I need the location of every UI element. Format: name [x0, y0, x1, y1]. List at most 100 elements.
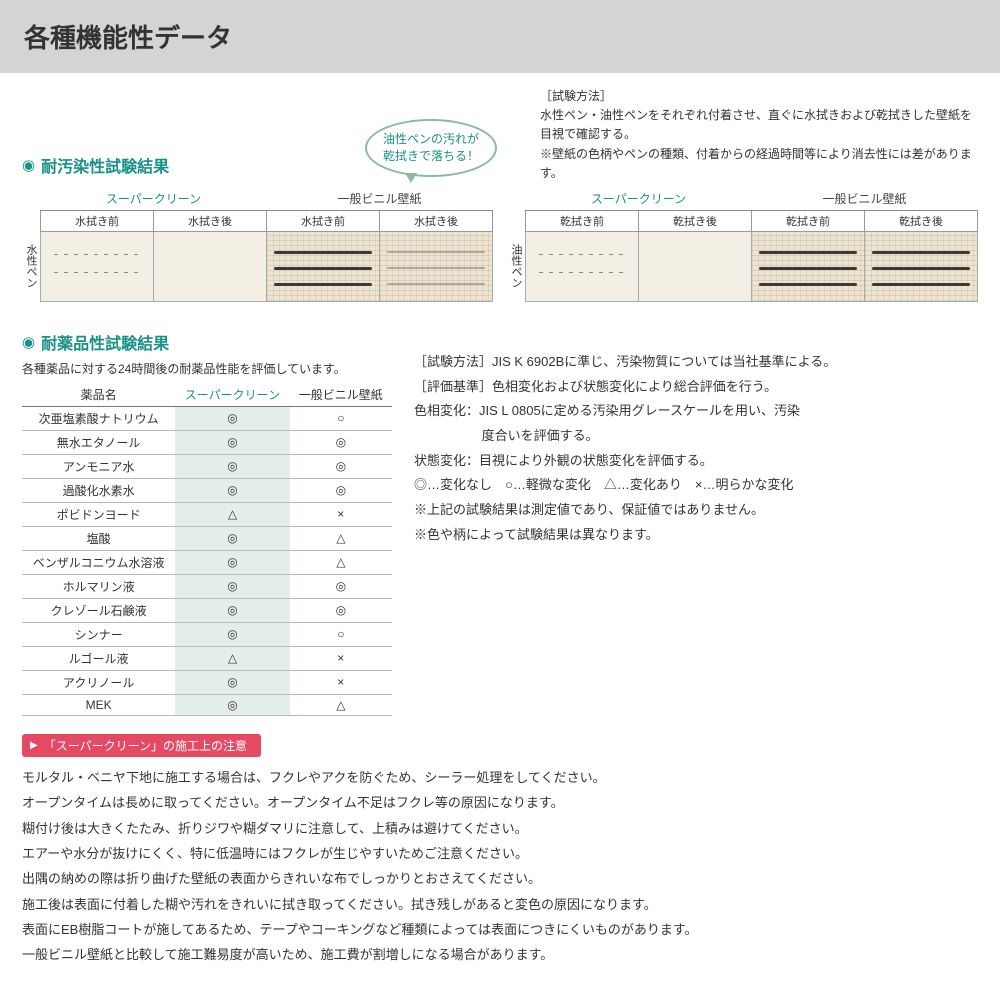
chem-gen: △ — [290, 694, 392, 715]
caution-item: 一般ビニル壁紙と比較して施工難易度が高いため、施工費が割増しになる場合があります… — [22, 942, 978, 967]
chem-name: ポビドンヨード — [22, 502, 175, 526]
chem-sc: ◎ — [175, 670, 289, 694]
chem-gen: ◎ — [290, 430, 392, 454]
chem-name: 無水エタノール — [22, 430, 175, 454]
col-label: 水拭き後 — [380, 210, 493, 231]
chem-name: 次亜塩素酸ナトリウム — [22, 406, 175, 430]
table-row: MEK◎△ — [22, 694, 392, 715]
chem-sc: ◎ — [175, 430, 289, 454]
table-row: 過酸化水素水◎◎ — [22, 478, 392, 502]
chem-sc: ◎ — [175, 622, 289, 646]
table-row: ポビドンヨード△× — [22, 502, 392, 526]
chem-gen: × — [290, 670, 392, 694]
chem-gen: ◎ — [290, 598, 392, 622]
caution-badge-text: 「スーパークリーン」の施工上の注意 — [44, 737, 247, 754]
chem-sc: ◎ — [175, 406, 289, 430]
caution-item: 糊付け後は大きくたたみ、折りジワや糊ダマリに注意して、上積みは避けてください。 — [22, 816, 978, 841]
chem-sc: ◎ — [175, 478, 289, 502]
table-row: アンモニア水◎◎ — [22, 454, 392, 478]
col-label: 水拭き前 — [41, 210, 154, 231]
table-row: シンナー◎○ — [22, 622, 392, 646]
chem-name: ルゴール液 — [22, 646, 175, 670]
chem-name: ホルマリン液 — [22, 574, 175, 598]
chem-th-gen: 一般ビニル壁紙 — [290, 383, 392, 407]
caution-badge: ▶ 「スーパークリーン」の施工上の注意 — [22, 734, 261, 757]
grp-superclean: スーパークリーン — [41, 187, 267, 211]
caution-item: 表面にEB樹脂コートが施してあるため、テープやコーキングなど種類によっては表面に… — [22, 917, 978, 942]
caution-item: 施工後は表面に付着した糊や汚れをきれいに拭き取ってください。拭き残しがあると変色… — [22, 892, 978, 917]
chem-gen: × — [290, 646, 392, 670]
col-label: 水拭き後 — [154, 210, 267, 231]
swatch — [380, 232, 492, 301]
speech-bubble: 油性ペンの汚れが 乾拭きで落ちる！ — [365, 119, 497, 177]
chem-gen: △ — [290, 526, 392, 550]
table-row: 無水エタノール◎◎ — [22, 430, 392, 454]
method-label: ［試験方法］ — [540, 87, 978, 106]
chem-sc: △ — [175, 646, 289, 670]
bullet-icon: ◉ — [22, 333, 35, 351]
method-line2: ※壁紙の色柄やペンの種類、付着からの経過時間等により消去性には差があります。 — [540, 145, 978, 183]
chem-note-line: 状態変化：目視により外観の状態変化を評価する。 — [414, 449, 978, 474]
table-row: アクリノール◎× — [22, 670, 392, 694]
grp-general: 一般ビニル壁紙 — [267, 187, 493, 211]
chem-gen: ○ — [290, 622, 392, 646]
chem-name: クレゾール石鹸液 — [22, 598, 175, 622]
chem-name: シンナー — [22, 622, 175, 646]
chem-note-line: ［評価基準］色相変化および状態変化により総合評価を行う。 — [414, 375, 978, 400]
chem-gen: ◎ — [290, 478, 392, 502]
table-row: ルゴール液△× — [22, 646, 392, 670]
swatch — [752, 232, 864, 301]
stain-tables: スーパークリーン 一般ビニル壁紙 水拭き前 水拭き後 水拭き前 水拭き後 水性ペ… — [22, 187, 978, 302]
col-label: 乾拭き後 — [639, 210, 752, 231]
swatch — [41, 232, 153, 301]
chem-sc: ◎ — [175, 526, 289, 550]
table-row: ホルマリン液◎◎ — [22, 574, 392, 598]
section1-heading: ◉ 耐汚染性試験結果 — [22, 153, 322, 177]
section2-heading: ◉ 耐薬品性試験結果 — [22, 330, 392, 354]
chem-gen: × — [290, 502, 392, 526]
chem-note-line: ※色や柄によって試験結果は異なります。 — [414, 523, 978, 548]
chem-description: 各種薬品に対する24時間後の耐薬品性能を評価しています。 — [22, 360, 392, 377]
chem-note-line: ［試験方法］JIS K 6902Bに準じ、汚染物質については当社基準による。 — [414, 350, 978, 375]
grp-superclean: スーパークリーン — [526, 187, 752, 211]
row-side-label: 水性ペン — [22, 231, 41, 301]
section2-title: 耐薬品性試験結果 — [41, 330, 169, 354]
chemical-notes: ［試験方法］JIS K 6902Bに準じ、汚染物質については当社基準による。 ［… — [414, 320, 978, 548]
content-area: ◉ 耐汚染性試験結果 油性ペンの汚れが 乾拭きで落ちる！ ［試験方法］ 水性ペン… — [0, 73, 1000, 982]
chem-sc: ◎ — [175, 598, 289, 622]
table-row: クレゾール石鹸液◎◎ — [22, 598, 392, 622]
page-title: 各種機能性データ — [24, 18, 976, 55]
chem-sc: △ — [175, 502, 289, 526]
chem-th-name: 薬品名 — [22, 383, 175, 407]
col-label: 乾拭き前 — [526, 210, 639, 231]
swatch — [267, 232, 379, 301]
stain-table-oil: スーパークリーン 一般ビニル壁紙 乾拭き前 乾拭き後 乾拭き前 乾拭き後 油性ペ… — [507, 187, 978, 302]
caution-item: 出隅の納めの際は折り曲げた壁紙の表面からきれいな布でしっかりとおさえてください。 — [22, 866, 978, 891]
triangle-icon: ▶ — [30, 740, 38, 751]
col-label: 乾拭き前 — [752, 210, 865, 231]
swatch — [639, 232, 751, 301]
swatch — [865, 232, 977, 301]
table-row: ベンザルコニウム水溶液◎△ — [22, 550, 392, 574]
chem-th-sc: スーパークリーン — [175, 383, 289, 407]
row-side-label: 油性ペン — [507, 231, 526, 301]
chem-sc: ◎ — [175, 454, 289, 478]
chem-gen: △ — [290, 550, 392, 574]
chem-gen: ◎ — [290, 454, 392, 478]
table-row: 次亜塩素酸ナトリウム◎○ — [22, 406, 392, 430]
chemical-table: 薬品名 スーパークリーン 一般ビニル壁紙 次亜塩素酸ナトリウム◎○無水エタノール… — [22, 383, 392, 716]
chemical-table-block: ◉ 耐薬品性試験結果 各種薬品に対する24時間後の耐薬品性能を評価しています。 … — [22, 320, 392, 716]
chem-gen: ◎ — [290, 574, 392, 598]
chem-name: アンモニア水 — [22, 454, 175, 478]
table-row: 塩酸◎△ — [22, 526, 392, 550]
chem-gen: ○ — [290, 406, 392, 430]
chem-sc: ◎ — [175, 550, 289, 574]
stain-table-water: スーパークリーン 一般ビニル壁紙 水拭き前 水拭き後 水拭き前 水拭き後 水性ペ… — [22, 187, 493, 302]
chem-sc: ◎ — [175, 694, 289, 715]
chem-note-line: ◎…変化なし ○…軽微な変化 △…変化あり ×…明らかな変化 — [414, 473, 978, 498]
test-method-box: ［試験方法］ 水性ペン・油性ペンをそれぞれ付着させ、直ぐに水拭きおよび乾拭きした… — [540, 87, 978, 183]
caution-item: オープンタイムは長めに取ってください。オープンタイム不足はフクレ等の原因になりま… — [22, 790, 978, 815]
grp-general: 一般ビニル壁紙 — [752, 187, 978, 211]
bullet-icon: ◉ — [22, 156, 35, 174]
chem-name: 塩酸 — [22, 526, 175, 550]
